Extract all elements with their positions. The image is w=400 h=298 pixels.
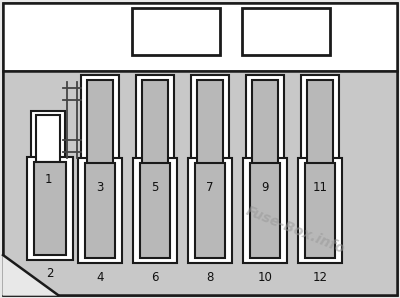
Bar xyxy=(246,75,284,173)
Text: 6: 6 xyxy=(151,271,159,284)
Bar xyxy=(243,158,287,263)
Text: 5: 5 xyxy=(151,181,159,194)
Bar xyxy=(195,163,225,258)
Bar xyxy=(250,163,280,258)
Bar xyxy=(78,158,122,263)
Bar xyxy=(197,80,223,168)
Bar xyxy=(252,80,278,168)
Bar xyxy=(307,80,333,168)
Bar xyxy=(133,158,177,263)
Bar xyxy=(188,158,232,263)
Bar xyxy=(132,8,220,55)
Bar xyxy=(305,163,335,258)
Bar xyxy=(81,75,119,173)
Bar xyxy=(136,75,174,173)
Text: 4: 4 xyxy=(96,271,104,284)
Text: 2: 2 xyxy=(46,267,54,280)
Text: 7: 7 xyxy=(206,181,214,194)
Bar xyxy=(36,115,60,162)
Bar xyxy=(31,111,65,166)
Text: 10: 10 xyxy=(258,271,272,284)
Bar xyxy=(191,75,229,173)
Bar xyxy=(242,8,330,55)
Polygon shape xyxy=(3,255,58,295)
Bar xyxy=(142,80,168,168)
Bar xyxy=(3,3,397,71)
Text: 11: 11 xyxy=(312,181,328,194)
Bar xyxy=(85,163,115,258)
Bar xyxy=(298,158,342,263)
Bar xyxy=(34,162,66,255)
Bar xyxy=(27,157,73,260)
Text: Fuse-Box.info: Fuse-Box.info xyxy=(243,204,347,256)
Text: 9: 9 xyxy=(261,181,269,194)
Text: 8: 8 xyxy=(206,271,214,284)
Text: 12: 12 xyxy=(312,271,328,284)
Text: 1: 1 xyxy=(44,173,52,186)
Bar xyxy=(87,80,113,168)
Bar xyxy=(140,163,170,258)
Bar xyxy=(301,75,339,173)
Bar xyxy=(3,71,397,295)
Text: 3: 3 xyxy=(96,181,104,194)
